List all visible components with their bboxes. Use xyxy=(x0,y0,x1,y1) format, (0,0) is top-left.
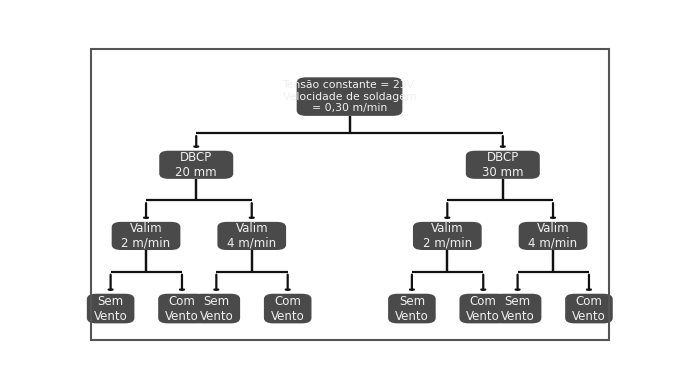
Text: Valim
4 m/min: Valim 4 m/min xyxy=(529,222,578,250)
FancyBboxPatch shape xyxy=(519,222,587,250)
Text: Com
Vento: Com Vento xyxy=(165,295,199,323)
Text: Sem
Vento: Sem Vento xyxy=(395,295,429,323)
FancyBboxPatch shape xyxy=(494,294,542,323)
FancyBboxPatch shape xyxy=(192,294,240,323)
FancyBboxPatch shape xyxy=(112,222,180,250)
FancyBboxPatch shape xyxy=(413,222,481,250)
Text: Com
Vento: Com Vento xyxy=(271,295,305,323)
Text: Tensão constante = 23V.
Velocidade de soldagem
= 0,30 m/min: Tensão constante = 23V. Velocidade de so… xyxy=(282,80,417,113)
FancyBboxPatch shape xyxy=(160,151,233,179)
Text: Valim
2 m/min: Valim 2 m/min xyxy=(423,222,472,250)
FancyBboxPatch shape xyxy=(388,294,436,323)
FancyBboxPatch shape xyxy=(466,151,540,179)
FancyBboxPatch shape xyxy=(87,294,134,323)
Text: Valim
4 m/min: Valim 4 m/min xyxy=(227,222,276,250)
Text: Sem
Vento: Sem Vento xyxy=(199,295,233,323)
Text: Valim
2 m/min: Valim 2 m/min xyxy=(121,222,170,250)
FancyBboxPatch shape xyxy=(460,294,507,323)
Text: Sem
Vento: Sem Vento xyxy=(501,295,535,323)
FancyBboxPatch shape xyxy=(158,294,206,323)
FancyBboxPatch shape xyxy=(218,222,286,250)
FancyBboxPatch shape xyxy=(297,77,402,116)
FancyBboxPatch shape xyxy=(264,294,312,323)
Text: Com
Vento: Com Vento xyxy=(572,295,606,323)
Text: DBCP
20 mm: DBCP 20 mm xyxy=(175,151,217,179)
Text: Sem
Vento: Sem Vento xyxy=(93,295,128,323)
Text: Com
Vento: Com Vento xyxy=(466,295,500,323)
Text: DBCP
30 mm: DBCP 30 mm xyxy=(482,151,524,179)
FancyBboxPatch shape xyxy=(565,294,612,323)
